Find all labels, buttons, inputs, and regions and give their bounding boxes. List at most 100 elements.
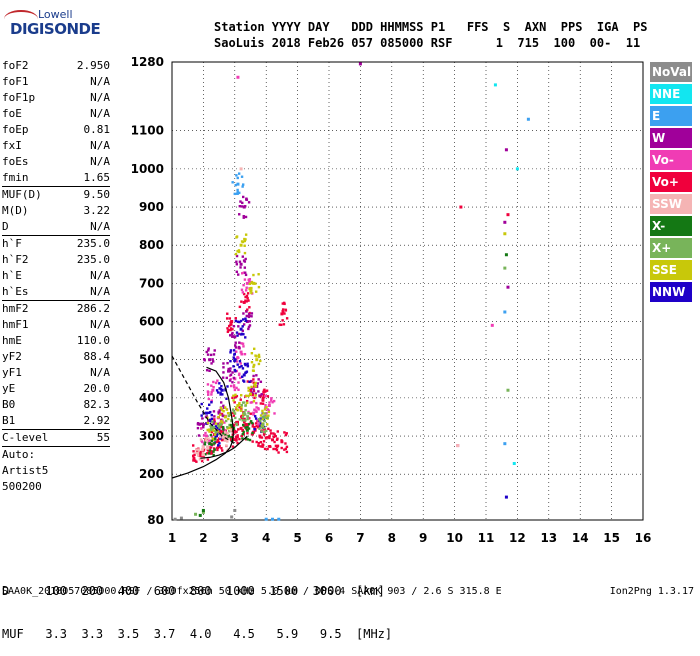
param-value: 235.0	[76, 253, 110, 266]
echo-point	[239, 266, 242, 269]
echo-point	[254, 381, 257, 385]
echo-point	[222, 366, 225, 369]
logo-line-1: Lowell	[38, 8, 73, 21]
echo-point	[244, 319, 248, 323]
echo-point	[512, 462, 516, 466]
polarization-legend: NoVal NNE E W Vo- Vo+ SSW X- X+ SSE NNW	[650, 62, 692, 304]
echo-point	[252, 365, 255, 369]
echo-point	[247, 422, 251, 426]
echo-point	[225, 397, 228, 400]
echo-point	[251, 425, 254, 428]
plot-frame	[171, 61, 644, 521]
echo-point	[273, 412, 276, 415]
echo-point	[277, 451, 280, 454]
param-label: D	[2, 220, 9, 233]
echo-point	[251, 391, 254, 394]
echo-point	[235, 174, 238, 177]
echo-point	[232, 410, 235, 413]
echo-point	[264, 394, 267, 398]
echo-point	[247, 201, 251, 204]
param-row: B1 2.92	[2, 413, 110, 430]
echo-point	[248, 438, 252, 442]
echo-point	[254, 429, 257, 432]
legend-entry: X-	[650, 216, 692, 236]
echo-point	[246, 308, 249, 311]
echo-point	[212, 425, 215, 429]
echo-point	[283, 431, 286, 434]
echo-point	[245, 320, 249, 324]
x-tick-label: 13	[540, 531, 557, 545]
echo-point	[221, 426, 225, 429]
echo-point	[205, 411, 209, 415]
echo-point	[198, 513, 202, 517]
echo-point	[261, 409, 264, 413]
param-row: foF1 N/A	[2, 74, 110, 90]
echo-point	[250, 291, 253, 295]
echo-point	[199, 454, 202, 458]
y-tick-label: 1000	[131, 162, 164, 176]
legend-entry: W	[650, 128, 692, 148]
echo-point	[249, 287, 252, 290]
param-row: foF2 2.950	[2, 58, 110, 74]
echo-point	[223, 415, 227, 419]
x-tick-label: 4	[262, 531, 270, 545]
param-label: foEs	[2, 155, 29, 168]
echo-point	[285, 432, 288, 435]
echo-point	[250, 433, 254, 436]
echo-point	[250, 387, 253, 390]
echo-point	[263, 416, 266, 420]
echo-point	[206, 390, 210, 393]
param-value: 1.65	[83, 171, 111, 184]
legend-entry: E	[650, 106, 692, 126]
echo-point	[219, 393, 222, 396]
echo-point	[280, 440, 284, 444]
echo-point	[235, 360, 239, 363]
echo-point	[244, 257, 247, 261]
echo-point	[285, 450, 289, 454]
echo-point	[210, 450, 214, 453]
echo-point	[252, 273, 255, 277]
echo-point	[226, 385, 229, 388]
echo-point	[258, 434, 262, 438]
echo-point	[209, 433, 213, 437]
x-tick-label: 11	[478, 531, 495, 545]
echo-point	[241, 419, 244, 422]
echo-point	[270, 517, 274, 521]
echo-point	[244, 238, 247, 241]
echo-point	[243, 266, 247, 269]
echo-point	[277, 517, 281, 521]
param-label: hmE	[2, 334, 22, 347]
echo-point	[267, 409, 270, 412]
echo-point	[213, 415, 216, 418]
echo-point	[247, 315, 251, 319]
echo-point	[241, 415, 245, 419]
echo-point	[201, 423, 205, 427]
param-label: hmF2	[2, 302, 29, 315]
echo-point	[229, 384, 233, 388]
echo-point	[232, 356, 235, 359]
echo-point	[213, 349, 216, 352]
echo-point	[239, 398, 242, 401]
param-row: foEs N/A	[2, 154, 110, 170]
y-tick-label: 600	[139, 315, 164, 329]
echo-point	[237, 250, 241, 254]
echo-point	[255, 401, 258, 405]
echo-point	[223, 431, 227, 434]
echo-point	[270, 397, 273, 400]
x-tick-label: 6	[325, 531, 333, 545]
echo-point	[248, 282, 252, 286]
echo-point	[206, 421, 210, 425]
muf-row: MUF 3.3 3.3 3.5 3.7 4.0 4.5 5.9 9.5 [MHz…	[2, 627, 393, 641]
distance-row: D 100 200 400 600 800 1000 1500 3000 [km…	[2, 584, 385, 598]
echo-point	[236, 355, 239, 359]
param-row: MUF(D) 9.50	[2, 187, 110, 203]
echo-point	[266, 395, 270, 398]
param-value: 55	[96, 431, 110, 444]
echo-point	[225, 376, 228, 380]
echo-point	[230, 435, 233, 439]
y-tick-label: 400	[139, 391, 164, 405]
echo-point	[245, 314, 248, 318]
param-row: hmF1 N/A	[2, 317, 110, 333]
echo-point	[243, 271, 247, 274]
echo-point	[236, 320, 240, 323]
